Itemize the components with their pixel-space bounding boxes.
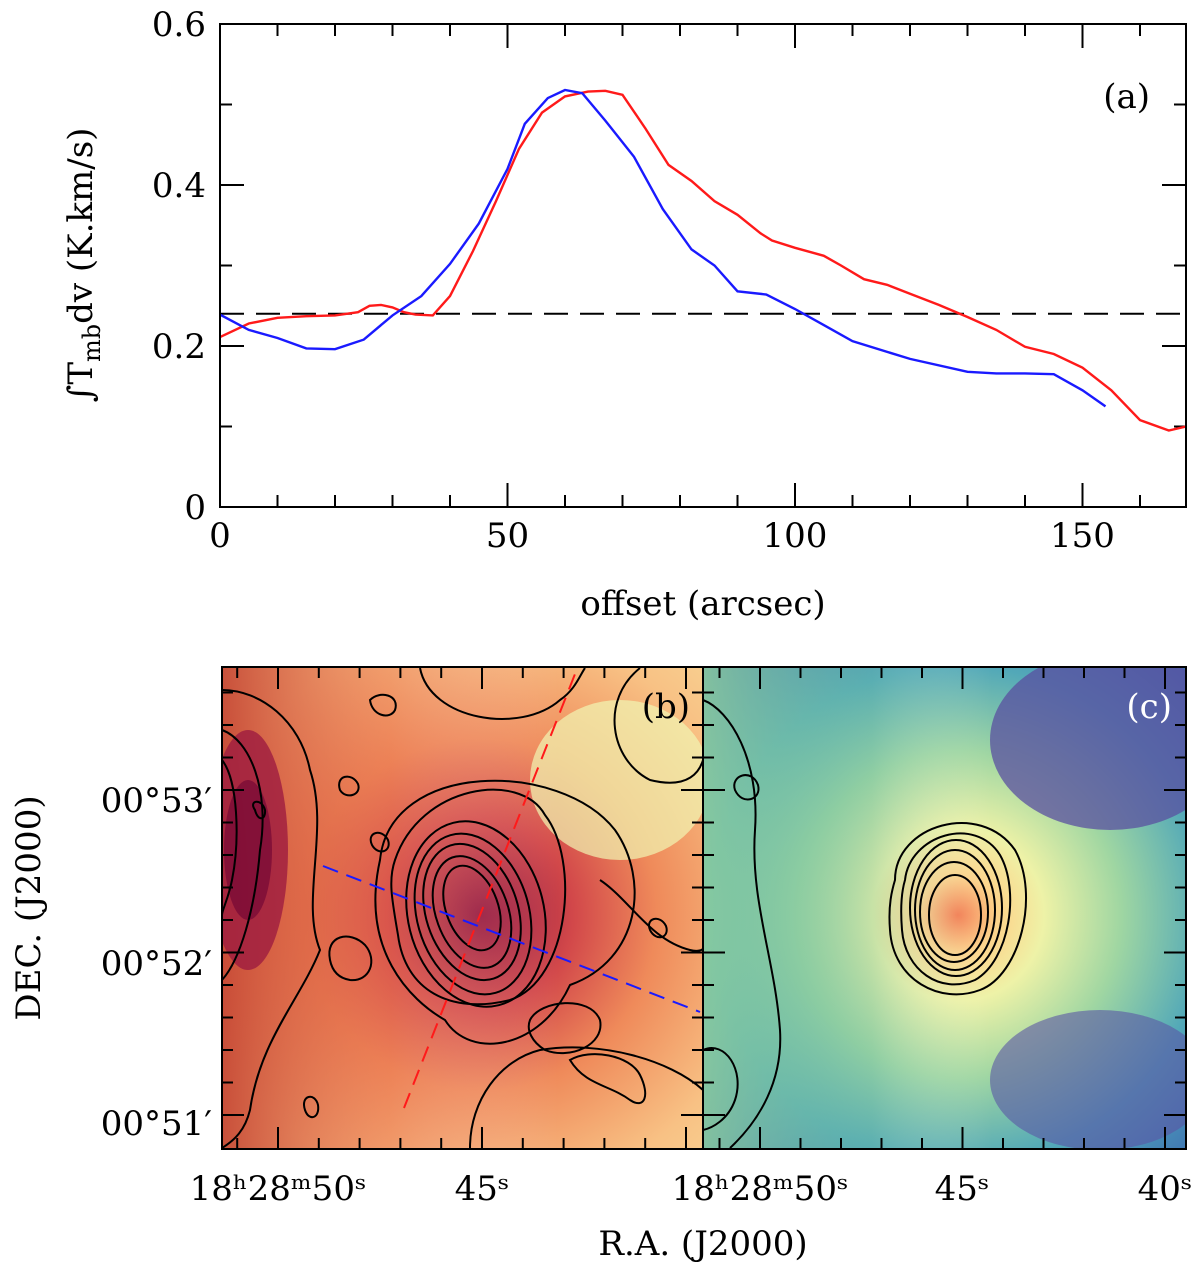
ra-tick-label: 18ʰ28ᵐ50ˢ [190, 1169, 367, 1209]
ra-tick-label: 18ʰ28ᵐ50ˢ [672, 1169, 849, 1209]
x-tick-label: 50 [486, 516, 529, 556]
red-cut-line [403, 673, 576, 1109]
panel-b-ticks [222, 667, 703, 1149]
panel-b-faint-region [530, 700, 703, 860]
contour [469, 1046, 703, 1149]
dec-tick-label: 00°53′ [101, 781, 212, 821]
contour [733, 774, 760, 801]
y-tick-label: 0.2 [152, 327, 206, 367]
panel-c-map: (c) 18ʰ28ᵐ50ˢ 45ˢ 40ˢ [672, 666, 1193, 1209]
panel-a-tick-labels: 0 50 100 150 0 0.2 0.4 0.6 [152, 5, 1115, 556]
contour [338, 775, 360, 797]
dec-tick-label: 00°51′ [101, 1104, 212, 1144]
contour [405, 820, 547, 1008]
y-axis-title-tail: dv (K.km/s) [61, 128, 101, 324]
panel-a-ticks [219, 23, 1186, 508]
contour [252, 800, 267, 820]
series-line-blue [220, 88, 1107, 408]
contour [888, 822, 1027, 996]
contour [413, 832, 533, 996]
ra-tick-label: 45ˢ [935, 1169, 990, 1209]
panel-c-faint-region [990, 667, 1186, 830]
x-axis-title: offset (arcsec) [580, 584, 825, 624]
panel-b-label: (b) [642, 687, 690, 727]
ra-tick-label: 40ˢ [1138, 1169, 1193, 1209]
contour [368, 693, 397, 717]
contour [303, 1095, 320, 1119]
contour [568, 1053, 647, 1105]
contour [527, 1002, 602, 1055]
series-line-red [220, 89, 1186, 432]
ra-tick-label: 45ˢ [455, 1169, 510, 1209]
y-axis-title: ∫Tmbdv (K.km/s) [61, 128, 106, 403]
contour [909, 839, 1003, 977]
ra-axis-title: R.A. (J2000) [598, 1224, 807, 1264]
contour [390, 788, 567, 1006]
contour [900, 832, 1012, 986]
dec-axis-title: DEC. (J2000) [9, 795, 49, 1020]
contour [431, 855, 513, 969]
contour [422, 842, 522, 982]
contour [599, 879, 703, 952]
contour [914, 849, 996, 971]
dec-tick-label: 00°52′ [101, 944, 212, 984]
panel-c-frame [702, 666, 1187, 1150]
panel-c-label: (c) [1126, 687, 1172, 727]
x-tick-label: 150 [1050, 516, 1115, 556]
x-tick-label: 100 [763, 516, 828, 556]
y-axis-title-main: ∫T [61, 362, 101, 403]
panel-c-ticks [703, 667, 1186, 1149]
contour [919, 861, 989, 963]
contour [222, 759, 238, 916]
contour [648, 917, 668, 939]
contour [419, 667, 586, 720]
y-axis-title-sub: mb [78, 324, 106, 362]
contour [369, 831, 390, 853]
contour [928, 874, 982, 956]
x-tick-label: 0 [209, 516, 231, 556]
panel-c-faint-region [990, 1010, 1186, 1149]
panel-a-frame [219, 23, 1187, 508]
panel-c-contours [703, 699, 1027, 1149]
y-tick-label: 0.6 [152, 5, 206, 45]
panel-b-left-core [224, 780, 272, 920]
y-tick-label: 0 [184, 488, 206, 528]
panel-b-contours [222, 667, 703, 1149]
panel-a-label: (a) [1103, 77, 1150, 117]
contour [328, 935, 373, 982]
contour [374, 779, 636, 1045]
panel-b-map: (b) DEC. (J2000) 00°53′ 00°52′ 00°51′ 18… [9, 666, 704, 1209]
contour [222, 689, 322, 1149]
contour [613, 667, 703, 784]
contour [442, 864, 502, 952]
contour [703, 699, 782, 1149]
y-tick-label: 0.4 [152, 166, 206, 206]
contour [703, 1047, 739, 1131]
blue-cut-line [322, 865, 701, 1013]
